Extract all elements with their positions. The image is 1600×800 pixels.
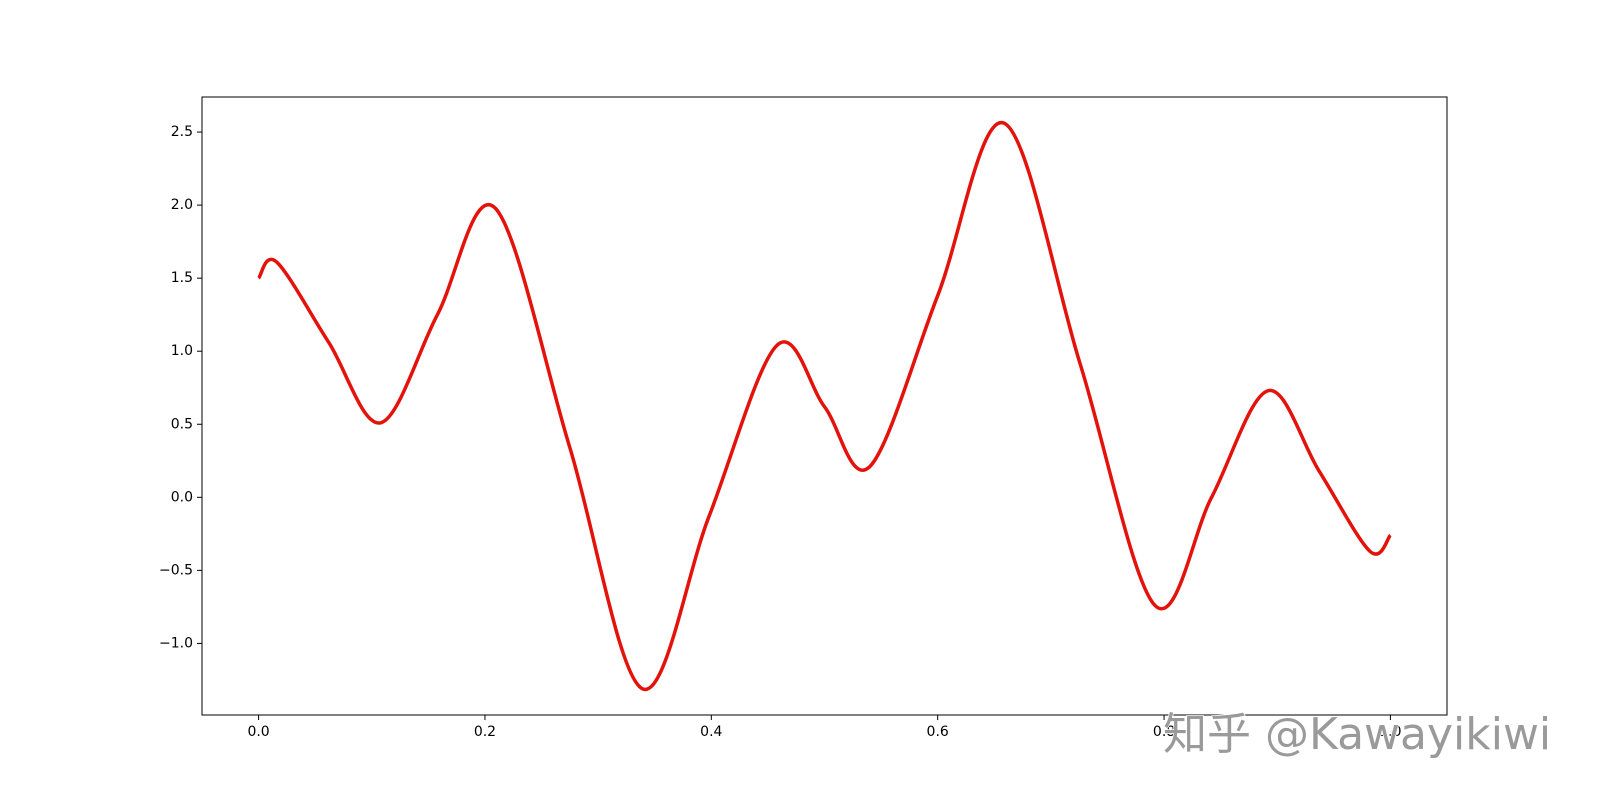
watermark: 知乎 @Kawayikiwi bbox=[1163, 709, 1551, 760]
y-tick-label: 1.0 bbox=[171, 343, 193, 359]
x-tick-label: 1.0 bbox=[1379, 724, 1401, 740]
x-tick-label: 0.2 bbox=[474, 724, 496, 740]
x-tick-label: 0.8 bbox=[1153, 724, 1175, 740]
y-tick-label: 0.0 bbox=[171, 489, 193, 505]
x-tick-label: 0.0 bbox=[247, 724, 269, 740]
y-tick-label: 0.5 bbox=[171, 416, 193, 432]
x-tick-label: 0.6 bbox=[927, 724, 949, 740]
y-tick-label: −0.5 bbox=[159, 562, 193, 578]
plot-frame bbox=[201, 96, 1448, 716]
x-tick-label: 0.4 bbox=[700, 724, 722, 740]
y-tick-label: −1.0 bbox=[159, 635, 193, 651]
y-tick-label: 2.0 bbox=[171, 197, 193, 213]
y-tick-label: 2.5 bbox=[171, 124, 193, 140]
line-series bbox=[257, 121, 1392, 691]
y-tick-label: 1.5 bbox=[171, 270, 193, 286]
